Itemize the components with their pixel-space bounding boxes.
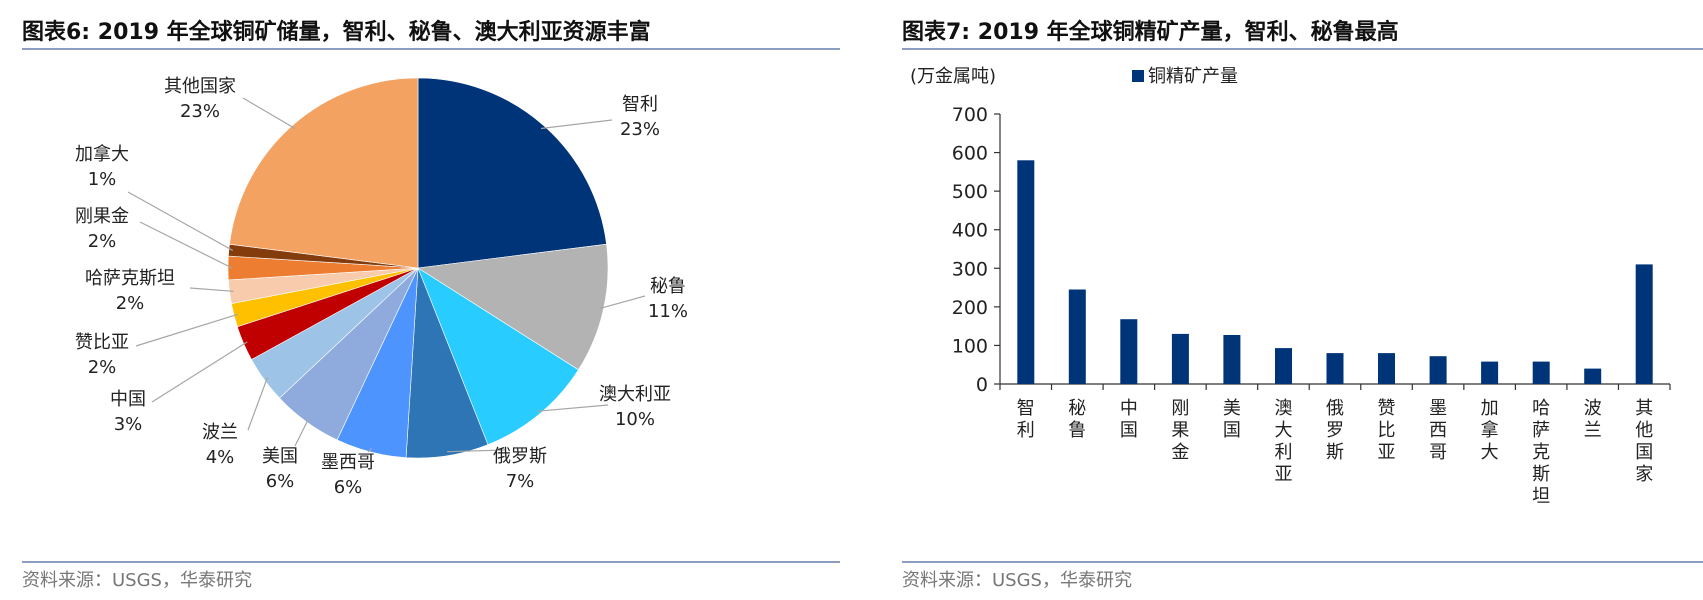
figure-6-top-rule (22, 48, 840, 50)
pie-label-4: 墨西哥 (321, 452, 375, 473)
pie-leader-line-4 (367, 447, 373, 453)
x-tick-label-1: 秘鲁 (1068, 398, 1086, 441)
pie-label-9: 哈萨克斯坦 (85, 268, 175, 289)
bar-0 (1017, 160, 1035, 384)
x-tick-label-7: 赞比亚 (1378, 398, 1396, 463)
pie-label-8: 赞比亚 (75, 332, 129, 353)
x-tick-label-6: 俄罗斯 (1326, 398, 1344, 463)
pie-label-5: 美国 (262, 446, 298, 467)
y-unit-label: (万金属吨) (910, 66, 996, 87)
pie-leader-line-7 (151, 341, 248, 403)
y-tick-label-4: 400 (952, 220, 988, 242)
x-tick-label-12: 其他国家 (1635, 398, 1653, 485)
figure-7-bottom-rule (902, 561, 1703, 563)
x-tick-label-8: 墨西哥 (1429, 398, 1447, 463)
pie-leader-line-10 (139, 221, 233, 269)
pie-value-label-11: 1% (88, 169, 117, 190)
pie-label-10: 刚果金 (75, 206, 129, 227)
pie-leader-line-0 (540, 119, 613, 130)
pie-slice-12 (229, 77, 419, 269)
bar-10 (1532, 361, 1550, 384)
pie-label-7: 中国 (110, 389, 146, 410)
bar-2 (1120, 319, 1138, 384)
pie-slice-2 (417, 267, 579, 446)
bar-6 (1326, 353, 1344, 384)
figure-7-title: 图表7: 2019 年全球铜精矿产量，智利、秘鲁最高 (902, 20, 1399, 45)
bar-7 (1378, 353, 1395, 384)
pie-label-11: 加拿大 (75, 143, 129, 165)
pie-leader-line-5 (294, 418, 310, 447)
bar-5 (1275, 348, 1292, 384)
legend-label: 铜精矿产量 (1148, 66, 1238, 87)
x-tick-label-11: 波兰 (1584, 398, 1602, 441)
x-tick-label-5: 澳大利亚 (1274, 398, 1292, 485)
pie-value-label-7: 3% (114, 414, 143, 435)
legend-swatch (1132, 70, 1144, 82)
bar-9 (1481, 361, 1499, 384)
pie-leader-line-6 (247, 377, 269, 431)
x-tick-label-2: 中国 (1120, 398, 1138, 441)
pie-slice-0 (417, 77, 607, 269)
y-tick-label-0: 0 (976, 374, 988, 396)
pie-leader-line-8 (135, 313, 238, 347)
y-tick-label-5: 500 (952, 181, 988, 203)
x-tick-label-3: 刚果金 (1171, 398, 1189, 463)
bar-3 (1171, 333, 1189, 384)
x-tick-label-0: 智利 (1017, 398, 1035, 441)
pie-value-label-5: 6% (266, 471, 295, 492)
y-tick-label-1: 100 (952, 335, 988, 357)
figure-6-bottom-rule (22, 561, 840, 563)
pie-value-label-10: 2% (88, 231, 117, 252)
figure-6-source: 资料来源：USGS，华泰研究 (22, 570, 252, 591)
y-tick-label-2: 200 (952, 297, 988, 319)
y-tick-label-6: 600 (952, 143, 988, 165)
pie-label-0: 智利 (622, 94, 658, 115)
pie-leader-line-3 (447, 449, 506, 453)
y-tick-label-7: 700 (952, 104, 988, 126)
figure-7-panel: 图表7: 2019 年全球铜精矿产量，智利、秘鲁最高 (万金属吨) 铜精矿产量 0 1… (880, 0, 1703, 600)
figure-6-panel: 图表6: 2019 年全球铜矿储量，智利、秘鲁、澳大利亚资源丰富 智利 23% 秘鲁… (0, 0, 840, 600)
bar-4 (1223, 335, 1241, 384)
x-tick-label-10: 哈萨克斯坦 (1532, 398, 1550, 507)
pie-value-label-1: 11% (648, 301, 688, 322)
pie-label-12: 其他国家 (164, 76, 236, 97)
figure-7-top-rule (902, 48, 1703, 50)
pie-label-1: 秘鲁 (650, 276, 686, 297)
pie-value-label-8: 2% (88, 357, 117, 378)
pie-value-label-6: 4% (206, 447, 235, 468)
bar-11 (1584, 368, 1602, 384)
pie-leader-line-11 (127, 191, 234, 252)
pie-leader-line-9 (189, 287, 234, 292)
pie-label-3: 俄罗斯 (493, 446, 547, 467)
pie-value-label-9: 2% (116, 293, 145, 314)
pie-value-label-4: 6% (334, 477, 363, 498)
pie-value-label-0: 23% (620, 119, 660, 140)
figure-6-title: 图表6: 2019 年全球铜矿储量，智利、秘鲁、澳大利亚资源丰富 (22, 20, 651, 45)
pie-value-label-2: 10% (615, 409, 655, 430)
bar-8 (1429, 356, 1447, 384)
pie-chart: 智利 23% 秘鲁 11% 澳大利亚 10% 俄罗斯 7% 墨西哥 6% 美国 6% 波兰 4% 中国 3% 赞… (75, 76, 688, 498)
pie-value-label-3: 7% (506, 471, 535, 492)
bar-chart: (万金属吨) 铜精矿产量 0 100 200 300 400 500 600 700 智利秘鲁中国刚… (910, 66, 1671, 507)
bar-1 (1068, 289, 1086, 384)
pie-leader-line-1 (599, 295, 646, 310)
figure-7-source: 资料来源：USGS，华泰研究 (902, 570, 1132, 591)
pie-label-6: 波兰 (202, 422, 238, 443)
pie-slice-1 (417, 243, 609, 371)
pie-leader-line-12 (242, 97, 296, 130)
y-tick-label-3: 300 (952, 258, 988, 280)
x-tick-label-9: 加拿大 (1481, 398, 1499, 463)
pie-label-2: 澳大利亚 (599, 384, 671, 405)
pie-leader-line-2 (536, 404, 609, 412)
bar-12 (1635, 264, 1653, 384)
pie-value-label-12: 23% (180, 101, 220, 122)
x-tick-label-4: 美国 (1223, 398, 1241, 441)
